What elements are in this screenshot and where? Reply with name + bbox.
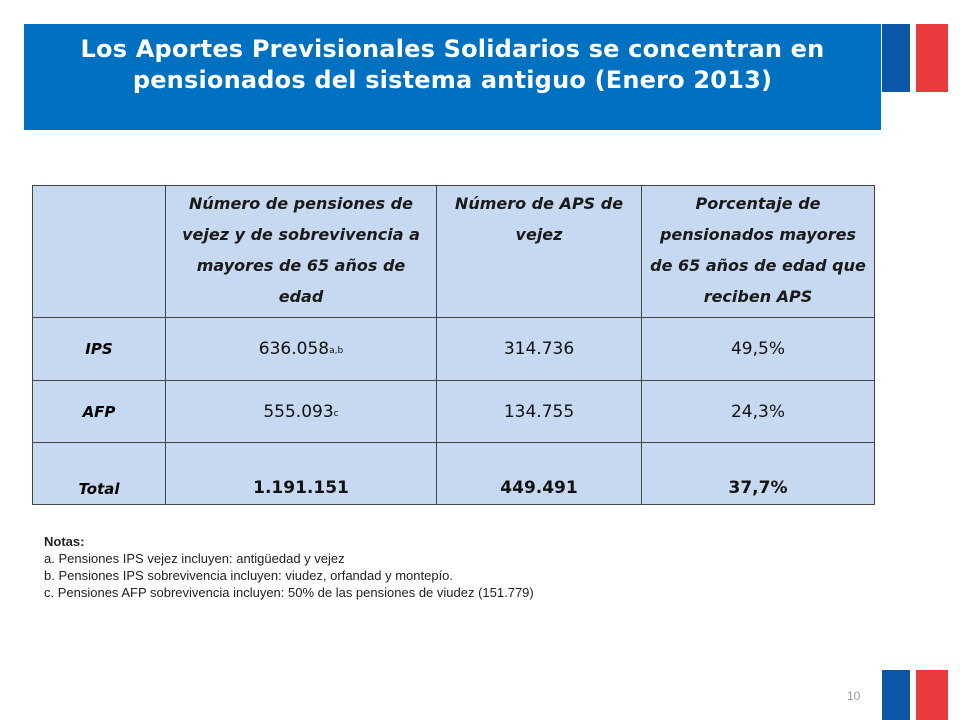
title-banner: Los Aportes Previsionales Solidarios se … (24, 24, 881, 130)
header-pensiones: Número de pensiones de vejez y de sobrev… (165, 185, 437, 318)
note-item-c: c. Pensiones AFP sobrevivencia incluyen:… (44, 585, 534, 600)
notes-title: Notas: (44, 534, 85, 549)
row-label-afp: AFP (32, 380, 166, 443)
cell-pensiones-ips: 636.058a,b (165, 317, 437, 381)
pensiones-note: a,b (329, 346, 344, 356)
flag-separator (910, 668, 916, 720)
note-item-b: b. Pensiones IPS sobrevivencia incluyen:… (44, 568, 454, 583)
header-porcentaje: Porcentaje de pensionados mayores de 65 … (641, 185, 875, 318)
flag-blue-stripe (882, 670, 910, 720)
flag-logo-bottom (880, 668, 950, 720)
note-item-a: a. Pensiones IPS vejez incluyen: antigüe… (44, 551, 345, 566)
table-row-total: Total 1.191.151 449.491 37,7% (32, 442, 875, 505)
cell-porcentaje-total: 37,7% (641, 442, 875, 505)
cell-pensiones-total: 1.191.151 (165, 442, 437, 505)
cell-aps-afp: 134.755 (436, 380, 642, 443)
pensiones-note: c (333, 408, 339, 419)
page-number: 10 (847, 689, 861, 703)
cell-porcentaje-ips: 49,5% (641, 317, 875, 381)
cell-aps-total: 449.491 (436, 442, 642, 505)
slide-title: Los Aportes Previsionales Solidarios se … (81, 34, 825, 96)
flag-red-stripe (916, 24, 948, 92)
slide-title-line-1: Los Aportes Previsionales Solidarios se … (80, 35, 825, 63)
flag-separator (910, 22, 916, 92)
flag-red-stripe (916, 670, 948, 720)
row-label-ips: IPS (32, 317, 166, 381)
header-empty-cell (32, 185, 166, 318)
pensiones-value: 555.093 (263, 401, 334, 422)
flag-blue-stripe (882, 24, 910, 92)
flag-logo-top (880, 22, 950, 92)
aps-table: Número de pensiones de vejez y de sobrev… (32, 185, 875, 505)
pensiones-value: 636.058 (258, 339, 330, 359)
header-aps: Número de APS de vejez (436, 185, 642, 318)
table-row: IPS 636.058a,b 314.736 49,5% (32, 317, 875, 381)
cell-aps-ips: 314.736 (436, 317, 642, 381)
cell-porcentaje-afp: 24,3% (641, 380, 875, 443)
notes-section: Notas: a. Pensiones IPS vejez incluyen: … (44, 533, 534, 601)
slide-title-line-2: pensionados del sistema antiguo (Enero 2… (132, 66, 773, 94)
row-label-total: Total (32, 442, 166, 505)
cell-pensiones-afp: 555.093c (165, 380, 437, 443)
table-row: AFP 555.093c 134.755 24,3% (32, 380, 875, 443)
table-header-row: Número de pensiones de vejez y de sobrev… (32, 185, 875, 318)
